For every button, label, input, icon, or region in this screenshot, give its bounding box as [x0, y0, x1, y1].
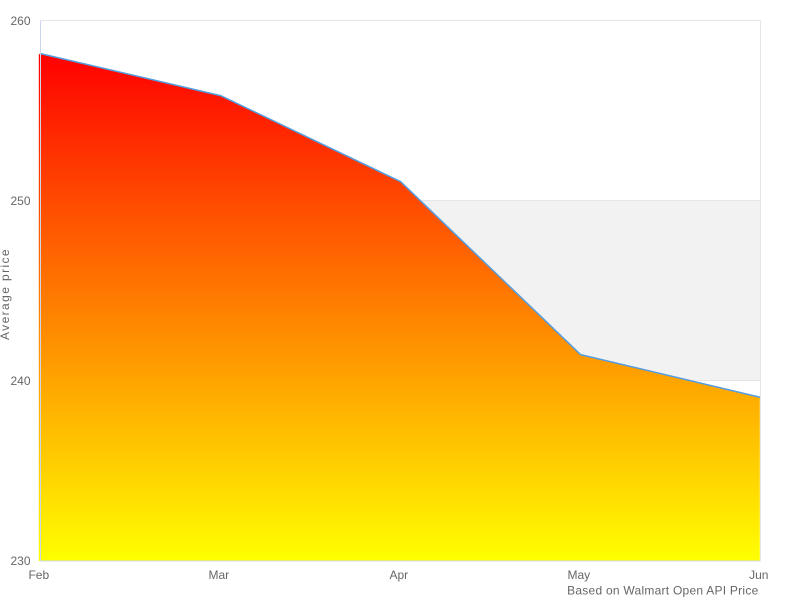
svg-text:Feb: Feb — [28, 568, 49, 582]
svg-text:240: 240 — [10, 374, 30, 388]
svg-text:Mar: Mar — [208, 568, 229, 582]
svg-text:Average price: Average price — [0, 248, 12, 340]
svg-text:Based on Walmart Open API Pric: Based on Walmart Open API Price — [567, 584, 758, 598]
svg-text:260: 260 — [10, 14, 30, 28]
svg-text:250: 250 — [10, 194, 30, 208]
svg-text:230: 230 — [10, 554, 30, 568]
svg-text:Jun: Jun — [749, 568, 768, 582]
svg-text:May: May — [567, 568, 590, 582]
svg-text:Apr: Apr — [389, 568, 408, 582]
